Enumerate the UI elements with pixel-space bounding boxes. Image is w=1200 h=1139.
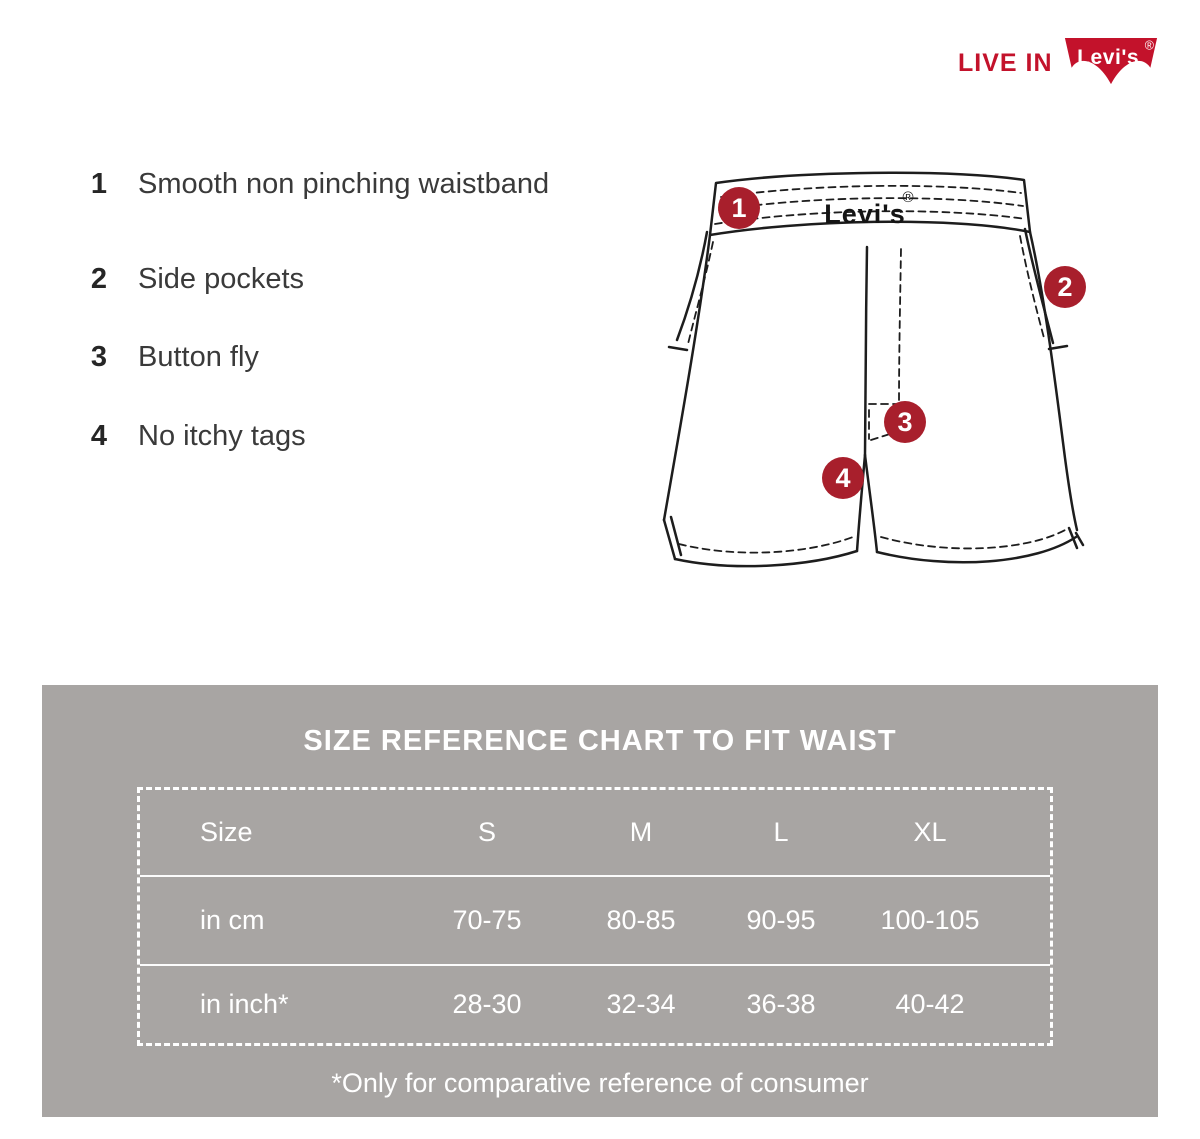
size-table-header-row: Size S M L XL (140, 790, 1050, 877)
right-vent (1074, 531, 1085, 547)
cell-value: 100-105 (880, 904, 980, 935)
column-header: M (629, 816, 653, 847)
badge-number: 4 (835, 463, 850, 493)
callout-badge-1: 1 (718, 187, 760, 229)
feature-item-pockets: 2 Side pockets (88, 259, 304, 299)
cell-value: 40-42 (895, 989, 965, 1020)
left-hem-stitch (678, 536, 854, 554)
size-table: Size S M L XL in cm 70-75 80-85 90-95 10… (137, 787, 1053, 1046)
cell-value: 80-85 (606, 904, 676, 935)
brand-header: LIVE IN Levi's ® (958, 36, 1159, 90)
feature-item-fly: 3 Button fly (88, 337, 259, 377)
badge-circle (822, 457, 864, 499)
row-label: in cm (200, 904, 265, 935)
feature-item-tags: 4 No itchy tags (88, 416, 306, 456)
registered-mark: ® (1144, 39, 1153, 53)
right-outer-seam (1028, 230, 1079, 532)
right-hem-stitch (880, 528, 1068, 550)
left-outer-seam (662, 233, 712, 522)
left-vent (669, 515, 683, 557)
badge-circle (718, 187, 760, 229)
badge-number: 3 (897, 407, 912, 437)
badge-circle (884, 401, 926, 443)
left-pocket-stitch (687, 241, 714, 345)
callout-badge-2: 2 (1044, 266, 1086, 308)
size-table-row-inch: in inch* 28-30 32-34 36-38 40-42 (140, 966, 1050, 1043)
size-chart-footnote: *Only for comparative reference of consu… (331, 1068, 869, 1098)
column-header: Size (200, 816, 253, 847)
column-header: XL (913, 816, 947, 847)
size-chart-title: SIZE REFERENCE CHART TO FIT WAIST (303, 725, 897, 757)
waistband-registered-mark: ® (902, 189, 913, 206)
badge-number: 1 (731, 193, 746, 223)
feature-label: No itchy tags (138, 420, 306, 452)
feature-number: 2 (90, 263, 108, 295)
size-chart-panel: SIZE REFERENCE CHART TO FIT WAIST Size S… (42, 685, 1158, 1117)
right-hem (875, 535, 1078, 564)
column-header: S (477, 816, 496, 847)
left-pocket-tick (667, 345, 689, 352)
shorts-illustration: Levi's ® (650, 168, 1110, 583)
feature-label: Smooth non pinching waistband (138, 168, 550, 200)
left-vent (662, 518, 677, 561)
badge-number: 2 (1057, 272, 1072, 302)
levis-batwing-logo-icon: Levi's ® (1064, 38, 1157, 85)
fly-stitch (898, 248, 902, 405)
feature-item-waistband: 1 Smooth non pinching waistband (88, 164, 549, 204)
feature-label: Side pockets (138, 263, 305, 295)
waistband-wordmark: Levi's (824, 199, 905, 229)
feature-number: 4 (90, 420, 108, 452)
right-vent (1067, 526, 1079, 550)
fly-stitch (870, 433, 891, 441)
column-header: L (773, 816, 789, 847)
left-pocket-edge (675, 230, 709, 342)
right-pocket-tick (1047, 344, 1069, 351)
cell-value: 32-34 (606, 989, 676, 1020)
cell-value: 28-30 (452, 989, 522, 1020)
badge-circle (1044, 266, 1086, 308)
left-hem (673, 549, 859, 568)
feature-number: 1 (90, 168, 108, 200)
row-label: in inch* (200, 989, 289, 1020)
cell-value: 90-95 (746, 904, 816, 935)
batwing-shape (1064, 38, 1157, 85)
cell-value: 70-75 (452, 904, 522, 935)
size-table-row-cm: in cm 70-75 80-85 90-95 100-105 (140, 877, 1050, 967)
callout-badge-4: 4 (822, 457, 864, 499)
shorts-sketch: Levi's ® (662, 171, 1086, 568)
right-pocket-stitch (1019, 235, 1045, 339)
batwing-wordmark: Levi's (1077, 46, 1139, 69)
crotch-notch (863, 453, 879, 554)
feature-number: 3 (90, 341, 108, 373)
center-front-seam (863, 245, 869, 457)
waistband-stitch (720, 184, 1022, 198)
callout-badge-3: 3 (884, 401, 926, 443)
crotch-notch (855, 453, 867, 553)
brand-tagline: LIVE IN (958, 48, 1053, 77)
feature-label: Button fly (138, 341, 259, 373)
right-pocket-edge (1023, 227, 1055, 345)
cell-value: 36-38 (746, 989, 816, 1020)
